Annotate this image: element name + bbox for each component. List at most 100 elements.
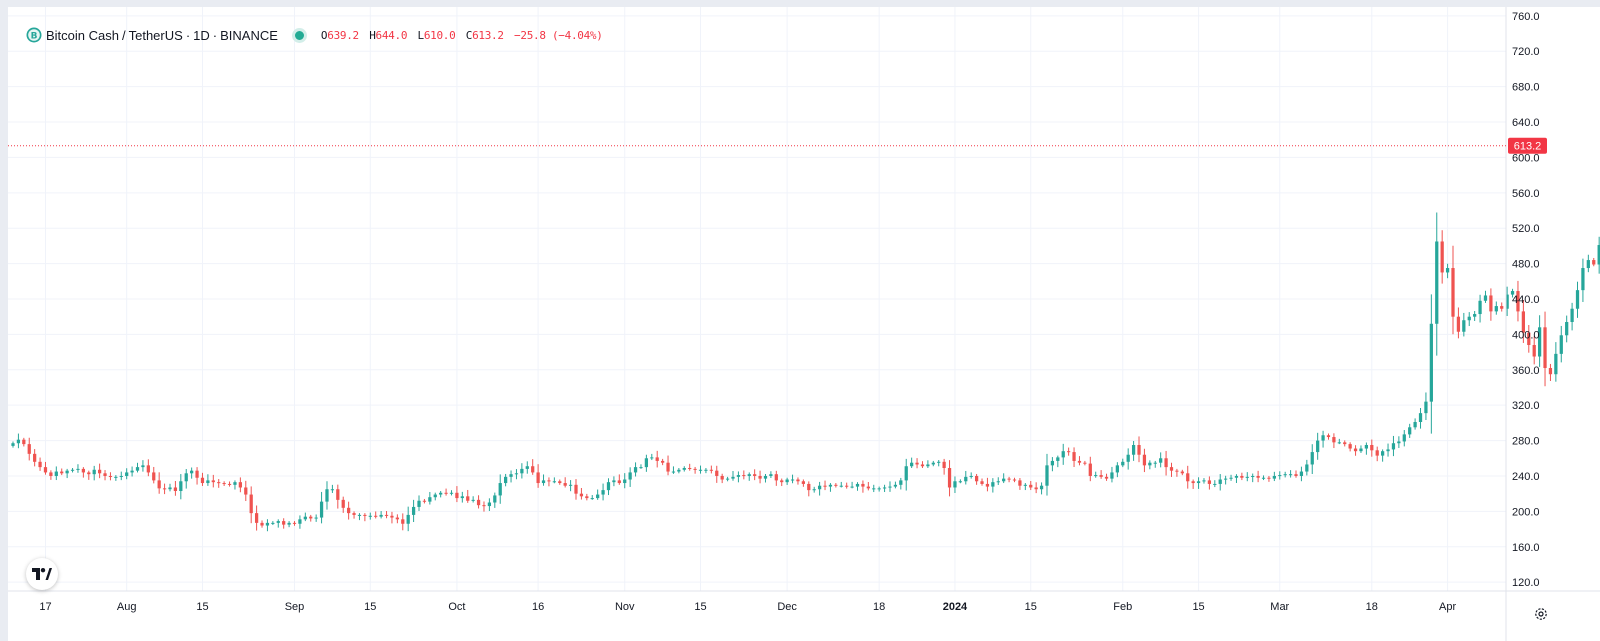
candle-body [1207,480,1212,484]
candle-body [92,469,96,475]
candle-body [352,513,356,515]
candle-body [1592,260,1596,265]
candle-body [357,514,362,516]
candle-body [552,481,556,483]
market-status-dot[interactable] [291,27,307,43]
candle-body [1175,470,1179,472]
candle-body [325,489,329,502]
last-price-value: 613.2 [1514,141,1542,153]
candle-body [872,488,876,490]
candle-body [974,475,979,482]
candle-body [1359,448,1363,452]
symbol-name[interactable]: Bitcoin Cash [46,27,119,43]
time-tick-label: 16 [532,601,544,613]
time-tick-label: 15 [196,601,208,613]
candle-body [114,476,118,478]
chart-pane[interactable]: 120.0 160.0 200.0 240.0 280.0 320.0 360.0 400.0… [8,7,1600,641]
candle-body [406,514,410,524]
candle-body [1131,445,1136,455]
ohlc-values: O639.2 H644.0 L610.0 C613.2 −25.8 (−4.04… [321,29,607,42]
candle-body [1435,241,1439,324]
candle-body [217,482,221,484]
candle-body [531,466,535,473]
candle-body [157,480,161,489]
candle-body [585,496,589,499]
time-tick-label: Sep [285,601,305,613]
candle-body [671,471,676,473]
interval-label[interactable]: 1D [193,27,210,43]
candle-body [1348,444,1352,449]
candle-body [823,485,827,487]
candle-body [866,486,870,489]
candle-body [801,481,805,484]
candle-body [1310,452,1314,465]
candle-body [1034,487,1038,490]
candle-body [1565,322,1569,336]
candle-body [460,496,464,499]
candle-body [1326,435,1331,438]
price-tick-label: 400.0 [1512,329,1540,341]
candle-body [1186,473,1190,482]
candle-body [1148,462,1152,466]
candle-body [482,505,486,507]
candle-body [422,500,427,502]
candle-body [644,458,649,468]
candle-body [1083,462,1087,464]
candle-body [807,483,811,491]
candle-body [43,467,48,473]
price-tick-label: 560.0 [1512,188,1540,200]
time-tick-label: Apr [1439,601,1456,613]
exchange-label[interactable]: BINANCE [220,27,278,43]
candle-body [1056,457,1060,461]
candle-body [152,472,156,481]
candle-body [817,485,822,490]
gear-icon[interactable] [1534,607,1548,621]
candle-body [200,477,205,484]
candle-body [693,468,697,470]
candle-body [417,500,421,507]
candle-body [525,466,529,469]
tradingview-logo[interactable] [26,558,58,590]
candle-body [298,519,302,524]
time-tick-label: Aug [117,601,137,613]
candle-body [834,484,838,486]
candle-body [38,461,42,468]
candle-body [401,519,405,524]
price-chart[interactable]: 120.0 160.0 200.0 240.0 280.0 320.0 360.0 400.0… [8,7,1600,641]
price-tick-label: 480.0 [1512,259,1540,271]
candle-body [1505,294,1509,309]
candle-body [1278,475,1282,477]
time-tick-label: 2024 [943,601,968,613]
candle-body [1007,478,1011,480]
quote-currency[interactable]: TetherUS [128,27,183,43]
candle-body [130,470,134,473]
candle-body [309,516,313,519]
close-value: 613.2 [472,28,504,42]
candle-body [390,515,394,518]
candle-body [828,484,833,487]
candle-body [996,481,1000,483]
candle-body [780,480,784,483]
window-top-strip [0,0,1600,7]
candle-body [1180,471,1184,474]
candle-body [1023,484,1027,486]
price-tick-label: 320.0 [1512,400,1540,412]
bitcoin-cash-logo: B [26,27,42,43]
candle-body [1321,435,1325,441]
candle-body [774,474,778,481]
candle-body [1104,476,1109,479]
candle-body [558,481,562,484]
price-tick-label: 360.0 [1512,365,1540,377]
candle-body [1299,471,1304,476]
candle-body [1240,475,1244,478]
price-axis: 120.0 160.0 200.0 240.0 280.0 320.0 360.0 400.0… [1505,7,1540,641]
time-tick-label: 15 [694,601,706,613]
time-tick-label: Oct [448,601,465,613]
candle-body [1532,345,1536,357]
candle-body [27,444,31,454]
candle-body [937,461,941,463]
candle-body [666,462,670,472]
candle-body [471,499,475,501]
candle-body [265,522,270,526]
change-value: −25.8 (−4.04%) [514,28,603,42]
